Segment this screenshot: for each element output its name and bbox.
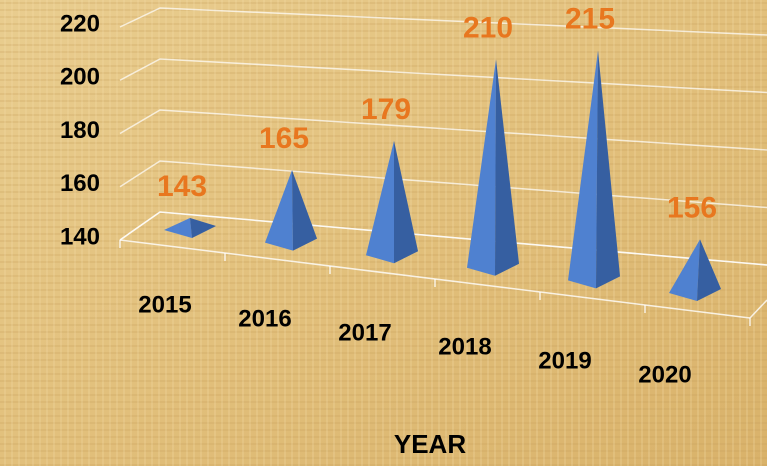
x-tick-label: 2017	[338, 319, 391, 346]
data-label: 143	[157, 170, 207, 203]
x-tick-label: 2016	[238, 305, 291, 332]
bar-right-face	[596, 50, 620, 289]
floor-right	[749, 299, 767, 319]
bar	[164, 218, 216, 238]
bar-right-face	[292, 170, 317, 251]
bar-left-face	[164, 218, 192, 238]
bar-left-face	[366, 140, 394, 264]
data-label: 215	[565, 3, 615, 36]
y-tick-label: 160	[60, 170, 100, 197]
bar-shade	[190, 218, 216, 238]
bar	[669, 239, 721, 301]
y-tick-label: 180	[60, 117, 100, 144]
data-label: 156	[667, 191, 717, 224]
grid-line	[119, 58, 767, 94]
bar	[467, 59, 519, 276]
x-tick-label: 2015	[138, 291, 191, 318]
x-tick-label: 2018	[438, 333, 491, 360]
data-label: 165	[259, 122, 309, 155]
grid-line	[119, 211, 767, 266]
bar-right-face	[495, 59, 519, 276]
bar-left-face	[467, 59, 496, 276]
bar	[568, 50, 620, 289]
bar-right-face	[190, 218, 216, 238]
grid-line	[119, 160, 767, 209]
bar-left-face	[265, 170, 293, 251]
data-label: 210	[463, 11, 513, 44]
grid-line	[119, 109, 767, 151]
bar-shade	[596, 50, 620, 289]
bar-shade	[697, 239, 721, 301]
bar-left-face	[568, 50, 598, 289]
bar-right-face	[394, 140, 418, 264]
bar-shade	[495, 59, 519, 276]
bar-shade	[394, 140, 418, 264]
bar-right-face	[697, 239, 721, 301]
y-tick-label: 220	[60, 10, 100, 37]
y-tick-label: 140	[60, 223, 100, 250]
x-tick-label: 2020	[638, 361, 691, 388]
x-axis-label: YEAR	[394, 429, 466, 459]
bar	[366, 140, 418, 264]
x-tick-label: 2019	[538, 347, 591, 374]
data-label: 179	[361, 93, 411, 126]
bar-left-face	[669, 239, 700, 301]
bar	[265, 170, 317, 251]
grid-line	[119, 7, 767, 36]
y-tick-label: 200	[60, 64, 100, 91]
bar-shade	[292, 170, 317, 251]
